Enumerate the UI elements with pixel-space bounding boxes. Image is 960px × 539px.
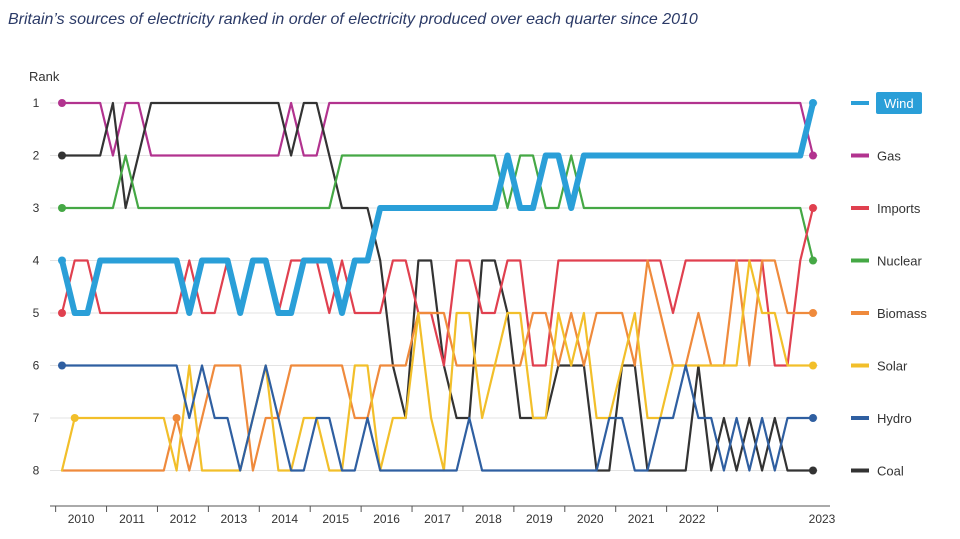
- series-line-hydro: [60, 364, 815, 472]
- y-axis: 1 2 3 4 5 6 7 8: [33, 96, 40, 478]
- start-marker-gas: [58, 99, 66, 107]
- start-marker-nuclear: [58, 204, 66, 212]
- x-tick-label: 2016: [373, 512, 400, 526]
- y-tick-label: 1: [33, 96, 40, 110]
- y-tick-label: 4: [33, 254, 40, 268]
- x-tick-label: 2017: [424, 512, 451, 526]
- x-tick-label: 2021: [628, 512, 655, 526]
- legend: Wind Gas Imports Nuclear Biomass Solar Hydro Co…: [851, 92, 927, 479]
- start-marker-solar: [70, 414, 79, 422]
- series-line-solar: [60, 259, 815, 472]
- x-tick-label: 2022: [679, 512, 706, 526]
- x-axis: 2010 2011 2012 2013 2014 2015 2016 2017 2018 2019…: [50, 505, 836, 526]
- x-tick-label: 2012: [170, 512, 197, 526]
- start-marker-hydro: [58, 361, 66, 370]
- y-tick-label: 2: [33, 149, 40, 163]
- end-marker-biomass: [809, 309, 817, 317]
- y-tick-label: 5: [33, 306, 40, 320]
- start-marker-biomass: [172, 414, 181, 422]
- end-marker-solar: [809, 361, 817, 370]
- legend-label-coal: Coal: [877, 464, 904, 479]
- legend-label-hydro: Hydro: [877, 411, 912, 426]
- end-marker-nuclear: [809, 256, 817, 265]
- legend-label-gas: Gas: [877, 149, 901, 164]
- x-tick-label: 2023: [809, 512, 836, 526]
- legend-label-solar: Solar: [877, 359, 908, 374]
- x-tick-label: 2018: [475, 512, 502, 526]
- series-line-nuclear: [60, 154, 815, 262]
- y-tick-label: 8: [33, 464, 40, 478]
- y-tick-label: 7: [33, 411, 40, 425]
- legend-label-imports: Imports: [877, 201, 921, 216]
- chart-title: Britain’s sources of electricity ranked …: [8, 11, 698, 28]
- end-marker-coal: [809, 466, 817, 475]
- series-markers: [58, 99, 817, 475]
- x-tick-label: 2020: [577, 512, 604, 526]
- legend-label-wind: Wind: [884, 96, 914, 111]
- legend-label-nuclear: Nuclear: [877, 254, 922, 269]
- y-tick-label: 3: [33, 201, 40, 215]
- end-marker-wind: [809, 99, 817, 107]
- start-marker-imports: [58, 309, 66, 317]
- start-marker-coal: [58, 151, 66, 160]
- end-marker-hydro: [809, 414, 817, 422]
- x-tick-label: 2014: [271, 512, 298, 526]
- series-line-biomass: [60, 259, 815, 472]
- series-lines: [59, 100, 816, 472]
- x-tick-label: 2010: [68, 512, 95, 526]
- x-tick-label: 2011: [119, 512, 145, 526]
- series-line-wind: [59, 100, 816, 316]
- series-line-gas: [60, 101, 815, 157]
- x-tick-label: 2013: [220, 512, 247, 526]
- y-axis-title: Rank: [29, 69, 60, 84]
- x-tick-label: 2015: [322, 512, 349, 526]
- legend-label-biomass: Biomass: [877, 306, 927, 321]
- x-tick-label: 2019: [526, 512, 553, 526]
- end-marker-gas: [809, 151, 817, 160]
- start-marker-wind: [58, 256, 66, 265]
- end-marker-imports: [809, 204, 817, 212]
- series-line-imports: [60, 206, 815, 367]
- legend-highlight-box: [876, 92, 922, 114]
- y-tick-label: 6: [33, 359, 40, 373]
